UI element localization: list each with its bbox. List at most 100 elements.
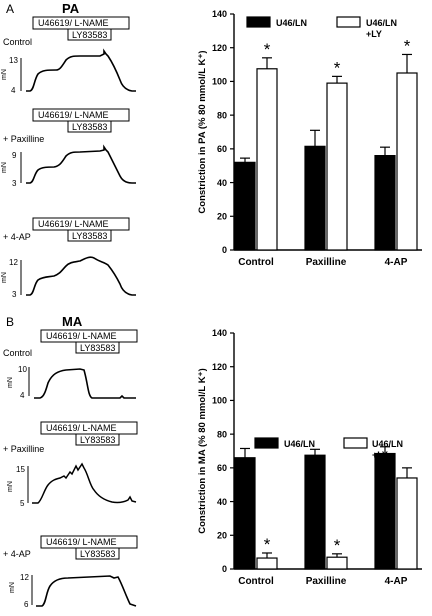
scale-tick-high: 12 xyxy=(9,258,18,267)
scale-tick-high: 9 xyxy=(12,151,17,160)
trace-condition-label: Control xyxy=(3,37,32,47)
tension-trace xyxy=(34,368,136,399)
tension-trace xyxy=(26,48,136,92)
bar xyxy=(234,161,256,251)
drug-box-ly83583 xyxy=(75,433,120,446)
x-category-label: Control xyxy=(238,257,274,268)
drug-box-u46619-label: U46619/ L-NAME xyxy=(46,423,117,433)
x-category-label: Paxilline xyxy=(306,257,347,268)
y-tick-label: 80 xyxy=(217,110,227,120)
y-tick-label: 0 xyxy=(222,564,227,574)
significance-asterisk: * xyxy=(264,40,271,59)
y-tick-label: 20 xyxy=(217,211,227,221)
y-tick-label: 40 xyxy=(217,178,227,188)
panel-a-letter: A xyxy=(6,2,14,16)
scale-unit: mN xyxy=(1,272,8,283)
y-tick-label: 120 xyxy=(212,43,227,53)
bar xyxy=(304,454,326,570)
scale-tick-high: 15 xyxy=(16,465,25,474)
scale-tick-low: 3 xyxy=(12,179,17,188)
y-tick-label: 140 xyxy=(212,328,227,338)
drug-box-u46619-label: U46619/ L-NAME xyxy=(38,18,109,28)
significance-asterisk: * xyxy=(334,536,341,555)
trace-condition-label: + Paxilline xyxy=(3,134,44,144)
y-tick-label: 120 xyxy=(212,362,227,372)
bar xyxy=(396,72,418,251)
tension-trace xyxy=(26,144,136,184)
panel-a-traces: A PA U46619/ L-NAME LY83583 Control 13 4… xyxy=(1,1,136,299)
bar xyxy=(326,82,348,251)
y-tick-label: 40 xyxy=(217,497,227,507)
drug-box-ly83583-label: LY83583 xyxy=(72,30,107,40)
tension-trace xyxy=(32,462,137,504)
bar xyxy=(396,477,418,570)
panel-a-region-title: PA xyxy=(62,1,80,16)
bar xyxy=(326,556,348,570)
scale-tick-high: 12 xyxy=(20,573,29,582)
drug-box-ly83583 xyxy=(75,547,120,560)
legend-label: U46/LN xyxy=(276,18,307,28)
drug-box-ly83583-label: LY83583 xyxy=(72,122,107,132)
drug-box-ly83583 xyxy=(67,28,112,41)
legend-swatch xyxy=(343,437,368,449)
scale-tick-low: 4 xyxy=(20,391,25,400)
y-tick-label: 0 xyxy=(222,245,227,255)
y-tick-label: 80 xyxy=(217,429,227,439)
legend-label: U46/LN xyxy=(284,439,315,449)
legend-label: U46/LN xyxy=(372,439,403,449)
y-tick-label: 20 xyxy=(217,530,227,540)
scale-tick-low: 6 xyxy=(24,600,29,609)
drug-box-ly83583 xyxy=(75,341,120,354)
scale-tick-high: 13 xyxy=(9,56,18,65)
drug-box-ly83583 xyxy=(67,229,112,242)
bar xyxy=(374,452,396,570)
tension-trace xyxy=(26,256,136,296)
drug-box-ly83583-label: LY83583 xyxy=(72,231,107,241)
bar xyxy=(256,68,278,251)
bar xyxy=(304,145,326,251)
legend-label: +LY xyxy=(366,29,382,39)
legend-label: U46/LN xyxy=(366,18,397,28)
y-tick-label: 60 xyxy=(217,144,227,154)
legend-swatch xyxy=(246,16,271,28)
x-category-label: 4-AP xyxy=(385,576,408,587)
bar xyxy=(374,155,396,251)
x-category-label: Paxilline xyxy=(306,576,347,587)
panel-b-region-title: MA xyxy=(62,314,83,329)
scale-tick-low: 4 xyxy=(11,86,16,95)
scale-tick-low: 5 xyxy=(20,499,25,508)
drug-box-ly83583-label: LY83583 xyxy=(80,549,115,559)
drug-box-u46619-label: U46619/ L-NAME xyxy=(38,110,109,120)
trace-condition-label: + Paxilline xyxy=(3,444,44,454)
y-tick-label: 100 xyxy=(212,77,227,87)
scale-tick-low: 3 xyxy=(12,290,17,299)
scale-unit: mN xyxy=(1,69,8,80)
bar-chart-ma: 0 20 40 60 80 100 120 140 Constriction in MA (% … xyxy=(197,328,422,587)
y-tick-label: 140 xyxy=(212,9,227,19)
scale-unit: mN xyxy=(9,582,16,593)
y-tick-label: 100 xyxy=(212,396,227,406)
significance-asterisk: * xyxy=(264,535,271,554)
y-axis-label: Constriction in MA (% 80 mmol/L K⁺) xyxy=(197,368,208,533)
x-category-label: Control xyxy=(238,576,274,587)
panel-b-letter: B xyxy=(6,315,14,329)
drug-box-ly83583-label: LY83583 xyxy=(80,435,115,445)
drug-box-u46619-label: U46619/ L-NAME xyxy=(46,537,117,547)
y-axis-label: Constriction in PA (% 80 mmol/L K⁺) xyxy=(197,50,208,213)
drug-box-ly83583-label: LY83583 xyxy=(80,343,115,353)
bar xyxy=(256,557,278,570)
trace-condition-label: + 4-AP xyxy=(3,232,31,242)
scale-unit: mN xyxy=(7,481,14,492)
scale-unit: mN xyxy=(7,377,14,388)
bar-chart-pa: 0 20 40 60 80 100 120 140 Constriction in PA (% … xyxy=(197,9,422,268)
drug-box-u46619-label: U46619/ L-NAME xyxy=(46,331,117,341)
tension-trace xyxy=(36,575,137,607)
trace-condition-label: + 4-AP xyxy=(3,549,31,559)
y-tick-label: 60 xyxy=(217,463,227,473)
legend-swatch xyxy=(254,437,279,449)
legend-swatch xyxy=(336,16,361,28)
panel-b-traces: B MA U46619/ L-NAME LY83583 Control 10 4… xyxy=(3,314,138,609)
drug-box-ly83583 xyxy=(67,120,112,133)
significance-asterisk: * xyxy=(334,58,341,77)
